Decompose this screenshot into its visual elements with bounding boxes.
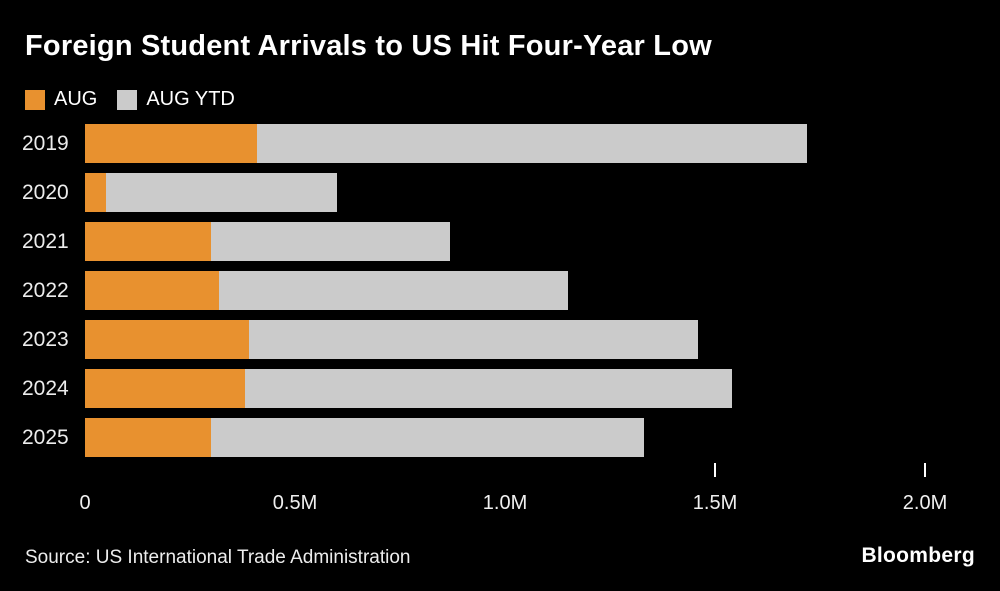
bar-segment-aug-ytd [211, 222, 451, 261]
bar-segment-aug-ytd [248, 320, 699, 359]
chart-title: Foreign Student Arrivals to US Hit Four-… [25, 30, 712, 62]
bar-segment-aug-ytd [106, 173, 337, 212]
bar-row-2023: 2023 [22, 320, 978, 359]
year-label: 2019 [22, 131, 69, 155]
bar-row-2021: 2021 [22, 222, 978, 261]
bar-row-2020: 2020 [22, 173, 978, 212]
bar-track [85, 369, 978, 408]
source-note: Source: US International Trade Administr… [25, 547, 411, 568]
bar-segment-aug [85, 271, 220, 310]
bar-segment-aug [85, 369, 245, 408]
bar-segment-aug [85, 173, 106, 212]
bar-segment-aug-ytd [211, 418, 644, 457]
year-label: 2025 [22, 425, 69, 449]
axis-tick-label: 2.0M [902, 492, 948, 514]
bar-track [85, 173, 978, 212]
legend-swatch [117, 89, 138, 110]
bar-row-2025: 2025 [22, 418, 978, 457]
bar-segment-aug-ytd [219, 271, 568, 310]
bar-track [85, 222, 978, 261]
bar-row-2019: 2019 [22, 124, 978, 163]
legend: AUG AUG YTD [25, 88, 235, 111]
bar-track [85, 124, 978, 163]
axis-tick-label: 0 [79, 492, 91, 514]
bar-segment-aug [85, 124, 258, 163]
bar-row-2024: 2024 [22, 369, 978, 408]
axis-tick-label: 0.5M [272, 492, 318, 514]
bar-track [85, 418, 978, 457]
x-axis: 0 0.5M 1.0M 1.5M 2.0M [0, 461, 1000, 531]
axis-tick [714, 463, 716, 477]
legend-item-aug-ytd: AUG YTD [117, 88, 235, 111]
legend-label: AUG [54, 88, 98, 110]
year-label: 2023 [22, 327, 69, 351]
bloomberg-logo: Bloomberg [861, 544, 975, 567]
axis-tick-label: 1.5M [692, 492, 738, 514]
year-label: 2020 [22, 180, 69, 204]
bar-chart: 2019 2020 2021 2022 2023 2024 2025 [22, 124, 978, 467]
axis-tick [924, 463, 926, 477]
bar-segment-aug-ytd [244, 369, 732, 408]
bar-segment-aug [85, 418, 211, 457]
legend-item-aug: AUG [25, 88, 97, 111]
year-label: 2021 [22, 229, 69, 253]
year-label: 2024 [22, 376, 69, 400]
axis-tick-label: 1.0M [482, 492, 528, 514]
legend-swatch [25, 89, 45, 110]
year-label: 2022 [22, 278, 69, 302]
bar-segment-aug-ytd [257, 124, 808, 163]
legend-label: AUG YTD [146, 88, 235, 110]
bar-track [85, 271, 978, 310]
bar-row-2022: 2022 [22, 271, 978, 310]
bar-segment-aug [85, 320, 249, 359]
bar-track [85, 320, 978, 359]
bar-segment-aug [85, 222, 211, 261]
